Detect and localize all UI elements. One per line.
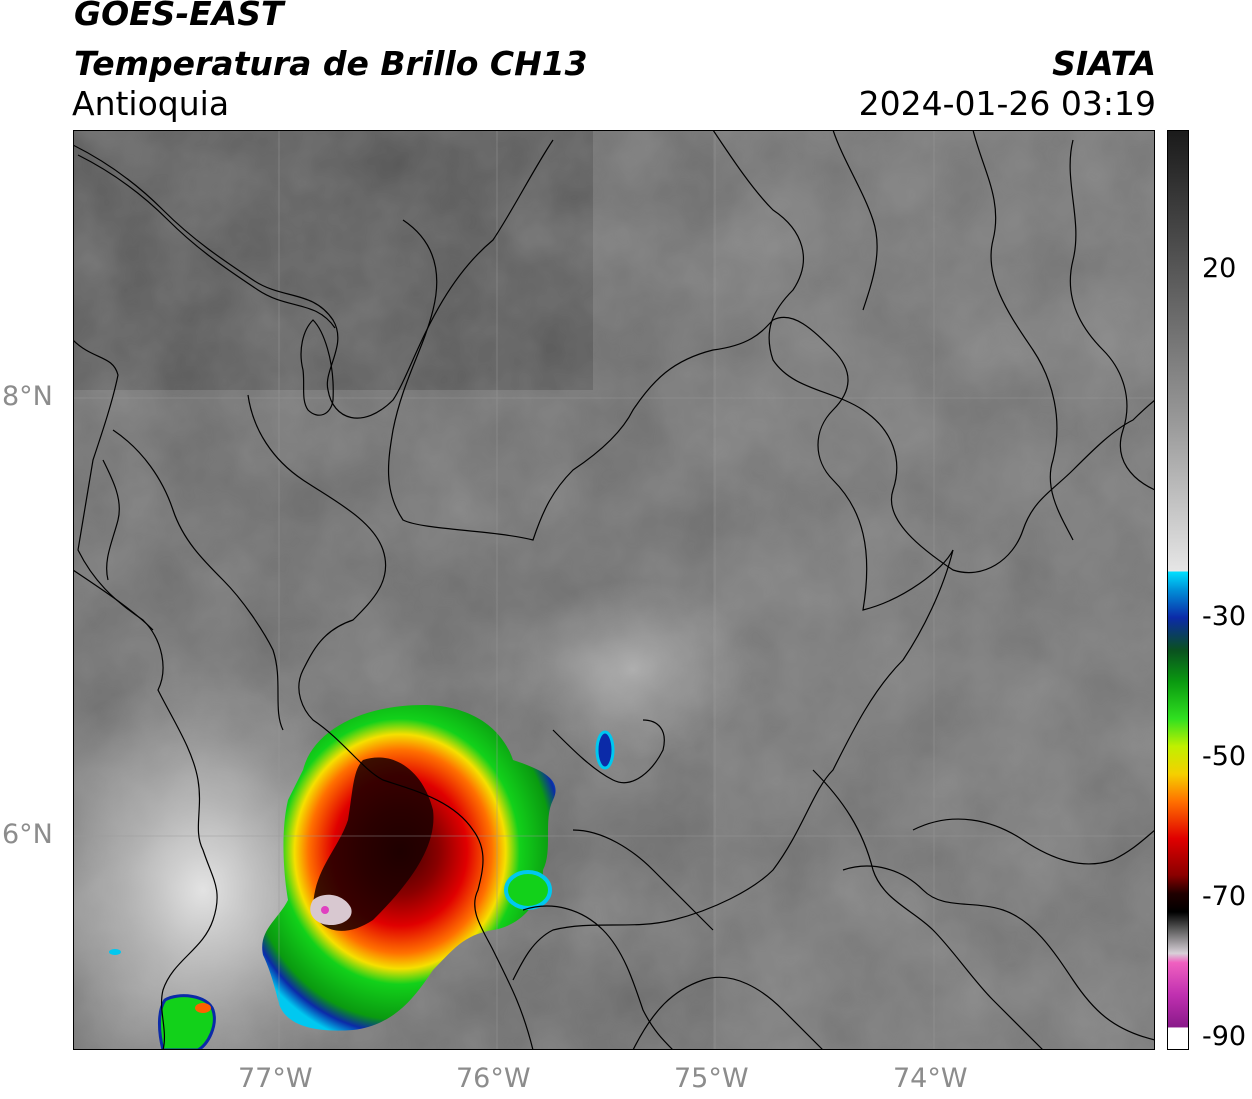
lon-label-75w: 75°W <box>674 1063 749 1094</box>
tiny-cell-west <box>109 949 121 955</box>
datetime-title: 2024-01-26 03:19 <box>858 84 1156 123</box>
brightness-temperature-map <box>73 130 1155 1050</box>
coastline-north-inner <box>77 154 336 329</box>
border-ne-2 <box>832 130 878 311</box>
lat-label-6n: 6°N <box>2 819 53 850</box>
small-cell-south-red <box>195 1003 211 1013</box>
border-northeast <box>972 130 1074 541</box>
border-choco <box>112 429 284 731</box>
border-south-3 <box>912 818 1155 865</box>
border-nw <box>102 459 120 581</box>
region-title: Antioquia <box>72 84 230 123</box>
coastline-north <box>73 139 554 419</box>
colorbar-fill <box>1167 130 1189 1050</box>
border-southeast <box>812 769 1044 1050</box>
lat-label-8n: 8°N <box>2 381 53 412</box>
magdalena-border <box>712 130 1155 574</box>
uraba-gulf <box>300 319 334 416</box>
lon-label-74w: 74°W <box>893 1063 968 1094</box>
agency-title: SIATA <box>1052 44 1156 83</box>
antioquia-border-east <box>512 549 954 981</box>
small-cell-east-2 <box>595 730 615 770</box>
lon-label-77w: 77°W <box>238 1063 313 1094</box>
colorbar-label-minus90: -90 <box>1202 1021 1247 1052</box>
colorbar-label-20: 20 <box>1202 253 1237 284</box>
antioquia-border <box>247 394 534 1050</box>
border-south-2 <box>842 865 1155 1041</box>
antioquia-border-north <box>388 219 954 611</box>
border-east-1 <box>1069 139 1155 491</box>
border-urrao <box>552 719 665 784</box>
pacific-coast <box>73 339 218 1050</box>
small-cell-east <box>504 870 552 910</box>
storm-overshoot <box>310 894 352 926</box>
colorbar-label-minus70: -70 <box>1202 881 1247 912</box>
colorbar-label-minus30: -30 <box>1202 601 1247 632</box>
product-title: Temperatura de Brillo CH13 <box>74 44 588 83</box>
storm-core <box>313 757 434 931</box>
coldest-spot <box>321 906 329 914</box>
graticule <box>73 130 1155 1050</box>
border-south-1 <box>632 976 824 1050</box>
border-caldas <box>522 905 674 1050</box>
satellite-title: GOES-EAST <box>74 0 284 33</box>
lon-label-76w: 76°W <box>456 1063 531 1094</box>
border-riosucio <box>73 569 154 631</box>
colorbar-label-minus50: -50 <box>1202 741 1247 772</box>
boundaries <box>73 130 1155 1050</box>
bright-cloud-area-2 <box>513 580 753 760</box>
colorbar <box>1167 130 1189 1050</box>
border-mid <box>572 829 714 931</box>
